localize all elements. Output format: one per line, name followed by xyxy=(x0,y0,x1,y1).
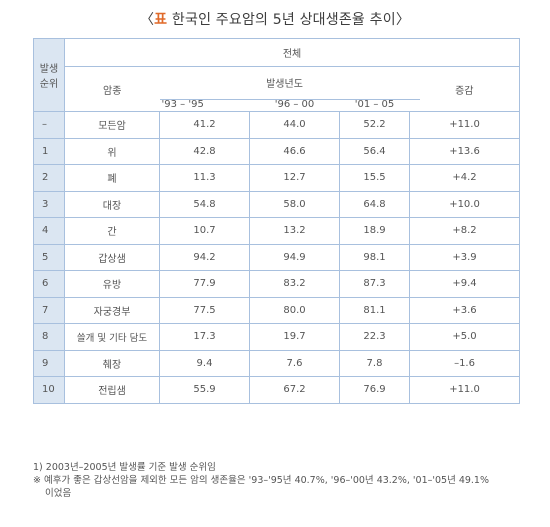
footnote-2: ※ 예후가 좋은 갑상선암을 제외한 모든 암의 생존율은 '93–'95년 4… xyxy=(33,475,490,486)
rank-cell: 5 xyxy=(33,243,65,271)
title-mark: 표 xyxy=(154,12,168,28)
value-cell-3: 52.2 xyxy=(339,111,410,139)
cancer-cell: 간 xyxy=(64,217,160,245)
cancer-cell: 전립샘 xyxy=(64,376,160,404)
year-group-label: 발생년도 xyxy=(266,78,303,90)
value-cell-2: 58.0 xyxy=(249,190,340,218)
cancer-cell: 쓸개 및 기타 담도 xyxy=(64,323,160,351)
table-row: 5 갑상샘 94.2 94.9 98.1 +3.9 xyxy=(33,243,521,271)
change-cell: +10.0 xyxy=(408,190,521,218)
value-cell-3: 76.9 xyxy=(339,376,410,404)
rank-cell: 2 xyxy=(33,164,65,192)
change-cell: +3.6 xyxy=(408,296,521,324)
rank-cell: 4 xyxy=(33,217,65,245)
value-cell-3: 56.4 xyxy=(339,137,410,165)
table-row: 7 자궁경부 77.5 80.0 81.1 +3.6 xyxy=(33,296,521,324)
cancer-cell: 폐 xyxy=(64,164,160,192)
cancer-cell: 대장 xyxy=(64,190,160,218)
value-cell-3: 15.5 xyxy=(339,164,410,192)
table-row: 10 전립샘 55.9 67.2 76.9 +11.0 xyxy=(33,376,521,404)
value-cell-2: 67.2 xyxy=(249,376,340,404)
value-cell-1: 11.3 xyxy=(159,164,250,192)
change-cell: +13.6 xyxy=(408,137,521,165)
rank-cell: 8 xyxy=(33,323,65,351)
value-cell-1: 41.2 xyxy=(159,111,250,139)
value-cell-2: 44.0 xyxy=(249,111,340,139)
table-row: 2 폐 11.3 12.7 15.5 +4.2 xyxy=(33,164,521,192)
table-row: 6 유방 77.9 83.2 87.3 +9.4 xyxy=(33,270,521,298)
rank-cell: – xyxy=(33,111,65,139)
cancer-cell: 췌장 xyxy=(64,349,160,377)
table-row: 4 간 10.7 13.2 18.9 +8.2 xyxy=(33,217,521,245)
year-group-header: 발생년도 xyxy=(159,66,420,100)
cancer-cell: 자궁경부 xyxy=(64,296,160,324)
value-cell-2: 12.7 xyxy=(249,164,340,192)
total-header: 전체 xyxy=(63,38,521,67)
table-row: 1 위 42.8 46.6 56.4 +13.6 xyxy=(33,137,521,165)
rank-header-line1: 발생 xyxy=(39,64,59,75)
value-cell-1: 77.5 xyxy=(159,296,250,324)
title-text: 한국인 주요암의 5년 상대생존율 추이 xyxy=(171,12,396,28)
rank-header-line2: 순위 xyxy=(39,79,59,90)
rank-cell: 1 xyxy=(33,137,65,165)
year-group-divider xyxy=(159,98,420,100)
change-cell: +5.0 xyxy=(408,323,521,351)
value-cell-1: 42.8 xyxy=(159,137,250,165)
rank-header: 발생 순위 xyxy=(33,38,65,112)
value-cell-1: 10.7 xyxy=(159,217,250,245)
footnote-2-continued: 이었음 xyxy=(45,488,72,499)
table-row: 9 췌장 9.4 7.6 7.8 –1.6 xyxy=(33,349,521,377)
value-cell-1: 9.4 xyxy=(159,349,250,377)
table-row: 3 대장 54.8 58.0 64.8 +10.0 xyxy=(33,190,521,218)
change-cell: +3.9 xyxy=(408,243,521,271)
value-cell-3: 98.1 xyxy=(339,243,410,271)
change-cell: +9.4 xyxy=(408,270,521,298)
table-row: – 모든암 41.2 44.0 52.2 +11.0 xyxy=(33,111,521,139)
period-header-3: '01 – 05 xyxy=(339,97,410,112)
change-cell: +11.0 xyxy=(408,376,521,404)
value-cell-1: 55.9 xyxy=(159,376,250,404)
change-cell: +8.2 xyxy=(408,217,521,245)
value-cell-3: 64.8 xyxy=(339,190,410,218)
value-cell-1: 94.2 xyxy=(159,243,250,271)
value-cell-2: 46.6 xyxy=(249,137,340,165)
cancer-cell: 모든암 xyxy=(64,111,160,139)
value-cell-2: 94.9 xyxy=(249,243,340,271)
value-cell-3: 7.8 xyxy=(339,349,410,377)
value-cell-2: 13.2 xyxy=(249,217,340,245)
change-cell: +4.2 xyxy=(408,164,521,192)
rank-cell: 9 xyxy=(33,349,65,377)
cancer-cell: 유방 xyxy=(64,270,160,298)
value-cell-1: 77.9 xyxy=(159,270,250,298)
period-header-1: '93 – '95 xyxy=(159,97,250,112)
survival-table: 발생 순위 전체 암종 발생년도 증감 '93 – '95 '96 – 00 '… xyxy=(33,38,521,404)
footnotes: 1) 2003년–2005년 발생률 기준 발생 순위임 ※ 예후가 좋은 갑상… xyxy=(33,461,533,500)
value-cell-3: 18.9 xyxy=(339,217,410,245)
value-cell-2: 19.7 xyxy=(249,323,340,351)
value-cell-3: 87.3 xyxy=(339,270,410,298)
change-cell: +11.0 xyxy=(408,111,521,139)
cancer-header: 암종 xyxy=(64,66,160,112)
rank-cell: 10 xyxy=(33,376,65,404)
title-close-bracket: 〉 xyxy=(395,12,411,28)
table-row: 8 쓸개 및 기타 담도 17.3 19.7 22.3 +5.0 xyxy=(33,323,521,351)
period-header-2: '96 – 00 xyxy=(249,97,340,112)
value-cell-1: 17.3 xyxy=(159,323,250,351)
change-header: 증감 xyxy=(409,66,521,112)
footnote-1: 1) 2003년–2005년 발생률 기준 발생 순위임 xyxy=(33,462,216,473)
title-open-bracket: 〈 xyxy=(139,12,155,28)
change-cell: –1.6 xyxy=(408,349,521,377)
value-cell-2: 83.2 xyxy=(249,270,340,298)
value-cell-2: 7.6 xyxy=(249,349,340,377)
rank-cell: 3 xyxy=(33,190,65,218)
table-title: 〈표 한국인 주요암의 5년 상대생존율 추이〉 xyxy=(0,9,550,29)
value-cell-1: 54.8 xyxy=(159,190,250,218)
cancer-cell: 갑상샘 xyxy=(64,243,160,271)
rank-cell: 7 xyxy=(33,296,65,324)
value-cell-3: 81.1 xyxy=(339,296,410,324)
cancer-cell: 위 xyxy=(64,137,160,165)
rank-cell: 6 xyxy=(33,270,65,298)
value-cell-2: 80.0 xyxy=(249,296,340,324)
value-cell-3: 22.3 xyxy=(339,323,410,351)
